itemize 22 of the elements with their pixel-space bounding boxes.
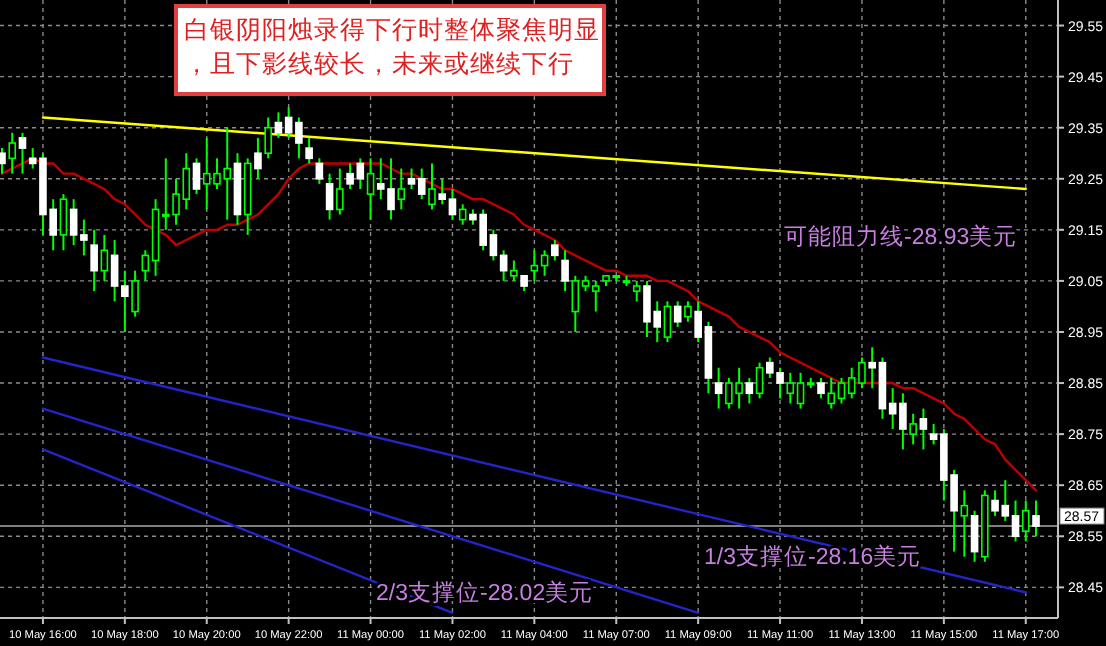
annotation: 白银阴阳烛录得下行时整体聚焦明显，且下影线较长，未来或继续下行 — [184, 16, 600, 78]
candlestick — [366, 157, 375, 221]
candlestick — [315, 157, 324, 185]
candlestick — [336, 167, 344, 216]
line-series — [0, 157, 1038, 492]
candlestick — [428, 162, 436, 211]
candlestick — [632, 279, 641, 303]
candlestick — [131, 269, 139, 318]
candlestick — [755, 361, 764, 400]
candlestick — [8, 131, 17, 175]
candlestick — [960, 489, 969, 558]
candlestick — [100, 233, 109, 282]
candlestick — [397, 167, 406, 211]
annotation: 可能阻力线-28.93美元 — [784, 222, 1018, 250]
candlestick — [663, 300, 672, 344]
candlestick — [305, 136, 313, 165]
candlestick — [264, 116, 272, 160]
candlestick — [909, 412, 917, 446]
candlestick — [1021, 499, 1030, 543]
candlestick — [59, 193, 68, 252]
candlestick — [684, 300, 692, 323]
candlestick — [510, 259, 518, 282]
